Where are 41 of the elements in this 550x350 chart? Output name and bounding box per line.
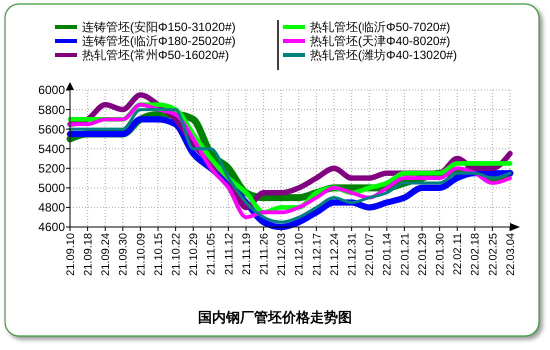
legend-label: 连铸管坯(临沂Φ180-25020#) (82, 34, 236, 48)
x-tick-label: 21.10.29 (188, 233, 200, 276)
legend-label: 热轧管坯(天津Φ40-8020#) (310, 34, 450, 48)
text: 国内钢厂管坯价格走势图 (198, 309, 352, 325)
x-tick-label: 21.12.17 (311, 233, 324, 276)
x-tick-label: 21.10.22 (170, 233, 182, 276)
x-tick-label: 22.01.30 (434, 233, 446, 276)
x-tick-label: 21.09.30 (118, 233, 130, 276)
x-tick-label: 21.10.09 (135, 233, 148, 276)
x-tick-label: 21.09.10 (64, 233, 77, 276)
legend-label: 热轧管坯(临沂Φ50-7020#) (310, 20, 450, 34)
x-tick-label: 21.09.24 (100, 233, 112, 276)
y-tick-label: 5000 (38, 181, 66, 196)
x-tick-label: 22.01.21 (399, 233, 412, 276)
legend-label: 连铸管坯(安阳Φ150-31020#) (82, 20, 236, 34)
x-tick-label: 22.02.18 (470, 233, 482, 276)
y-tick-label: 5200 (38, 161, 66, 176)
y-tick-label: 5800 (38, 102, 66, 117)
x-tick-label: 22.03.04 (504, 233, 517, 276)
x-tick-label: 21.12.24 (328, 233, 341, 276)
x-tick-label: 21.12.03 (276, 233, 288, 276)
x-tick-label: 22.02.25 (487, 233, 500, 276)
x-tick-label: 22.01.07 (364, 233, 376, 276)
legend-label: 热轧管坯(潍坊Φ40-13020#) (310, 48, 457, 62)
y-tick-label: 6000 (38, 83, 66, 98)
y-tick-label: 5400 (38, 142, 66, 156)
x-tick-label: 21.09.18 (82, 233, 94, 276)
x-tick-label: 22.02.11 (452, 233, 464, 276)
x-tick-label: 22.01.14 (382, 233, 394, 276)
x-tick-label: 21.11.26 (258, 233, 270, 276)
x-tick-label: 21.11.19 (240, 233, 253, 276)
legend-label: 热轧管坯(常州Φ50-16020#) (82, 48, 229, 62)
y-tick-label: 5600 (38, 122, 66, 136)
x-tick-label: 21.11.05 (206, 233, 218, 276)
x-tick-label: 21.11.12 (223, 233, 236, 276)
x-tick-label: 21.12.31 (346, 233, 358, 276)
x-tick-label: 22.01.29 (416, 233, 429, 276)
y-tick-label: 4600 (38, 220, 66, 234)
x-tick-label: 21.10.15 (152, 233, 165, 276)
x-tick-label: 21.12.10 (294, 233, 306, 276)
y-tick-label: 4800 (38, 200, 66, 215)
